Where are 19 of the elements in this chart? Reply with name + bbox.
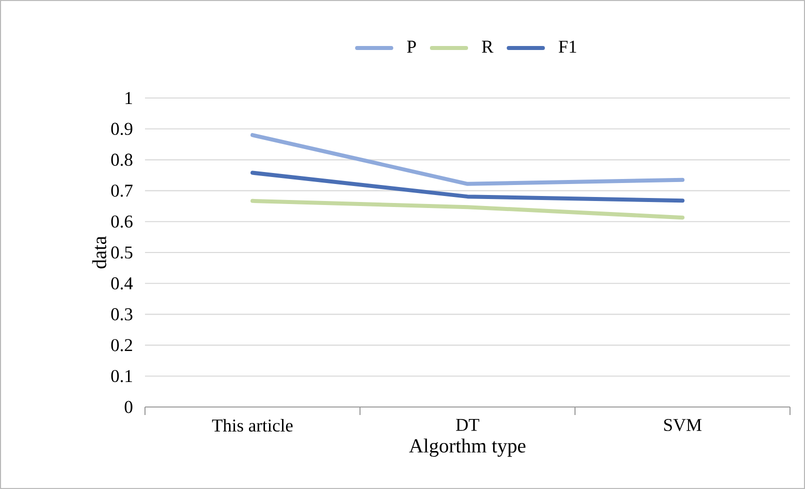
y-tick-label: 0.9 bbox=[111, 122, 132, 136]
y-tick-label: 0.8 bbox=[111, 154, 132, 166]
y-axis-title: data bbox=[92, 236, 106, 268]
x-tick-label: This article bbox=[212, 418, 293, 432]
y-tick-label: 1 bbox=[126, 92, 132, 104]
y-tick-label: 0.3 bbox=[111, 308, 132, 320]
y-tick-label: 0.5 bbox=[111, 246, 132, 259]
legend-label: P bbox=[407, 40, 416, 53]
legend-label: R bbox=[482, 40, 494, 53]
y-tick-label: 0 bbox=[124, 400, 132, 414]
x-tick-label: DT bbox=[456, 418, 480, 431]
y-tick-label: 0.4 bbox=[111, 277, 133, 290]
x-tick-label: SVM bbox=[664, 418, 702, 432]
y-tick-label: 0.1 bbox=[111, 370, 132, 382]
x-axis-title: Algorthm type bbox=[409, 438, 526, 457]
y-tick-label: 0.7 bbox=[111, 184, 133, 197]
y-tick-label: 0.6 bbox=[111, 215, 133, 228]
legend-label: F1 bbox=[558, 40, 576, 53]
y-tick-label: 0.2 bbox=[111, 339, 132, 352]
